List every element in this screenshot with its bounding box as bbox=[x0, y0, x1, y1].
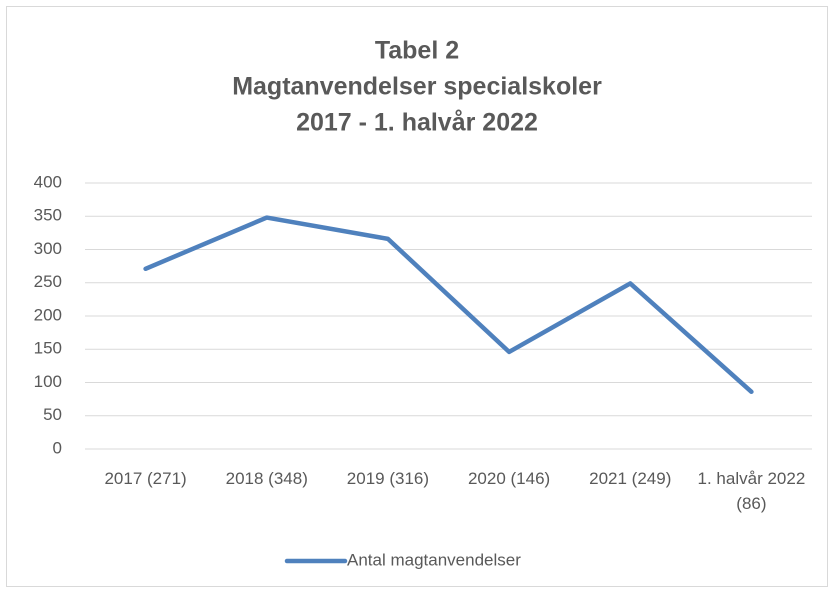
x-tick-label: 1. halvår 2022 (86) bbox=[697, 469, 806, 513]
chart-title: Tabel 2 bbox=[375, 37, 459, 65]
data-line bbox=[143, 215, 754, 395]
x-tick-label: 2019 (316) bbox=[346, 469, 430, 488]
x-tick-label: 2020 (146) bbox=[467, 469, 551, 488]
x-tick-label: 2017 (271) bbox=[104, 469, 187, 488]
y-tick-label: 50 bbox=[43, 405, 62, 424]
chart-border bbox=[6, 6, 828, 587]
y-tick-label: 250 bbox=[34, 272, 62, 291]
y-tick-label: 100 bbox=[34, 372, 62, 391]
y-tick-label: 150 bbox=[34, 339, 62, 358]
legend-label: Antal magtanvendelser bbox=[347, 550, 521, 569]
y-tick-label: 300 bbox=[34, 239, 62, 258]
chart-title: 2017 - 1. halvår 2022 bbox=[296, 109, 538, 137]
x-tick-label: 2021 (249) bbox=[589, 469, 672, 488]
y-tick-label: 400 bbox=[34, 172, 62, 191]
x-tick-label: 2018 (348) bbox=[225, 469, 308, 488]
y-tick-label: 350 bbox=[34, 206, 62, 225]
chart-title: Magtanvendelser specialskoler bbox=[232, 73, 602, 101]
y-tick-label: 200 bbox=[34, 305, 62, 324]
y-tick-label: 0 bbox=[53, 438, 62, 457]
